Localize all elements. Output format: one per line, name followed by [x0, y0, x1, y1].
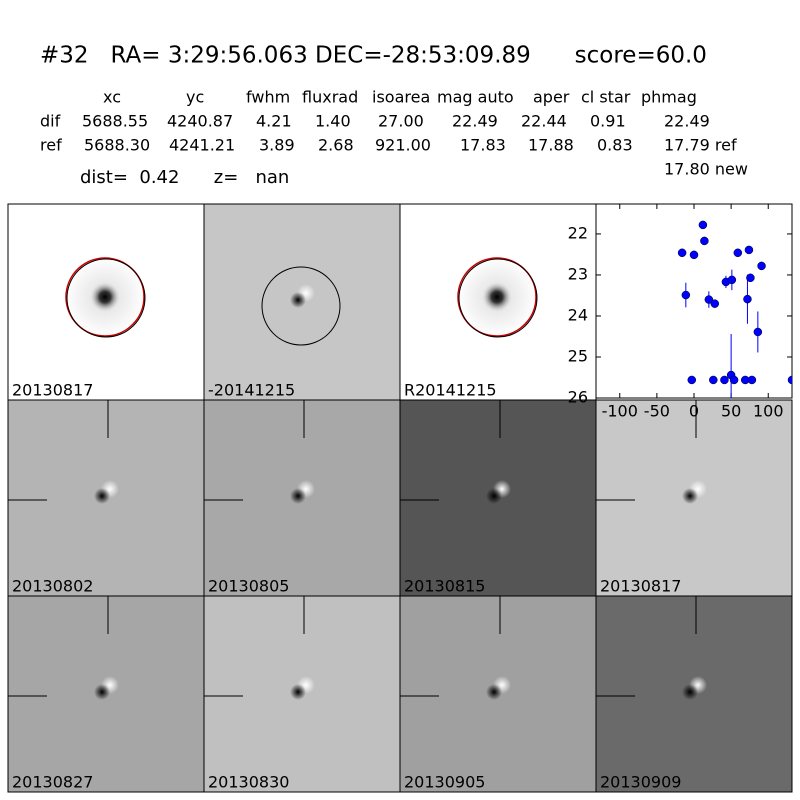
- aperture: [66, 258, 146, 338]
- aperture: [458, 258, 538, 338]
- cell: 17.88: [528, 136, 574, 155]
- column-header: yc: [186, 88, 204, 107]
- cell: 4.21: [256, 112, 292, 131]
- x-tick-label: 100: [753, 402, 784, 421]
- point: [700, 236, 709, 246]
- x-tick-label: 50: [721, 402, 741, 421]
- y-tick-label: 25: [568, 346, 588, 365]
- cell: 3.89: [259, 136, 295, 155]
- residual-dark: [94, 488, 110, 504]
- point: [687, 375, 697, 385]
- cell: 27.00: [378, 112, 424, 131]
- cell: 1.40: [315, 112, 351, 131]
- point: [727, 275, 737, 285]
- residual-dark: [290, 292, 306, 308]
- point: [709, 375, 718, 385]
- point: [698, 220, 708, 230]
- point: [704, 295, 714, 304]
- point: [729, 375, 739, 385]
- residual-dark: [486, 488, 502, 504]
- cell: 5688.30: [84, 136, 150, 155]
- cell: ref: [40, 136, 62, 155]
- column-header: fluxrad: [302, 88, 358, 107]
- point: [744, 245, 754, 255]
- cell: 17.83: [460, 136, 506, 155]
- cell: 22.49: [452, 112, 498, 131]
- stamp-label: 20130815: [404, 577, 485, 596]
- point: [733, 248, 743, 258]
- column-header: aper: [533, 88, 570, 107]
- stamp-label: 20130802: [12, 577, 93, 596]
- dist: dist= 0.42 z= nan: [80, 167, 289, 188]
- stamp-label: 20130817: [600, 577, 681, 596]
- cell: 0.83: [597, 136, 633, 155]
- source: [481, 281, 513, 313]
- residual-dark: [94, 684, 110, 700]
- point: [746, 273, 755, 283]
- x-tick-label: 0: [689, 402, 699, 421]
- point: [787, 375, 792, 385]
- point: [689, 250, 699, 260]
- column-header: fwhm: [246, 88, 290, 107]
- residual-dark: [682, 684, 698, 700]
- column-header: xc: [103, 88, 121, 107]
- cell: 4241.21: [169, 136, 235, 155]
- column-header: cl star: [581, 88, 631, 107]
- point: [747, 375, 757, 385]
- x-tick-label: -100: [602, 402, 638, 421]
- points: [677, 220, 792, 398]
- residual-dark: [682, 488, 698, 504]
- point: [743, 294, 752, 304]
- aperture: [457, 257, 537, 337]
- light-curve: 22 23 24 25 26 -100 -50 0 50 100: [568, 203, 793, 421]
- point: [720, 375, 729, 385]
- cell: 921.00: [375, 136, 431, 155]
- y-tick-label: 22: [568, 223, 588, 242]
- aperture: [65, 257, 145, 337]
- cell: dif: [40, 112, 61, 131]
- stamp-label: 20130909: [600, 773, 681, 792]
- stamp-label: 20130827: [12, 773, 93, 792]
- note: 17.80 new: [664, 160, 748, 179]
- residual-dark: [486, 684, 502, 700]
- cell: 22.49: [664, 112, 710, 131]
- cell: 4240.87: [167, 112, 233, 131]
- cell: 17.79 ref: [664, 136, 737, 155]
- x-tick-label: -50: [644, 402, 670, 421]
- column-header: mag auto: [437, 88, 514, 107]
- y-tick-label: 23: [568, 264, 588, 283]
- title: #32 RA= 3:29:56.063 DEC=-28:53:09.89 sco…: [40, 43, 707, 69]
- cell: 2.68: [318, 136, 354, 155]
- plot-area: [595, 203, 793, 399]
- aperture: [261, 266, 341, 346]
- column-header: phmag: [641, 88, 697, 107]
- cell: 5688.55: [82, 112, 148, 131]
- stamp-label: R20141215: [404, 381, 497, 400]
- residual-dark: [290, 488, 306, 504]
- cell: 0.91: [590, 112, 626, 131]
- cell: 22.44: [521, 112, 567, 131]
- stamp-label: 20130830: [208, 773, 289, 792]
- y-tick-label: 26: [568, 388, 588, 407]
- column-header: isoarea: [372, 88, 430, 107]
- stamp-label: 20130817: [12, 381, 93, 400]
- point: [753, 327, 763, 337]
- source: [89, 281, 121, 313]
- stamp-label: 20130805: [208, 577, 289, 596]
- stamp-label: -20141215: [208, 381, 295, 400]
- y-tick-label: 24: [568, 305, 588, 324]
- point: [677, 248, 687, 258]
- point: [681, 290, 691, 300]
- residual-dark: [290, 684, 306, 700]
- point: [757, 261, 766, 271]
- point: [710, 299, 720, 308]
- stamp-label: 20130905: [404, 773, 485, 792]
